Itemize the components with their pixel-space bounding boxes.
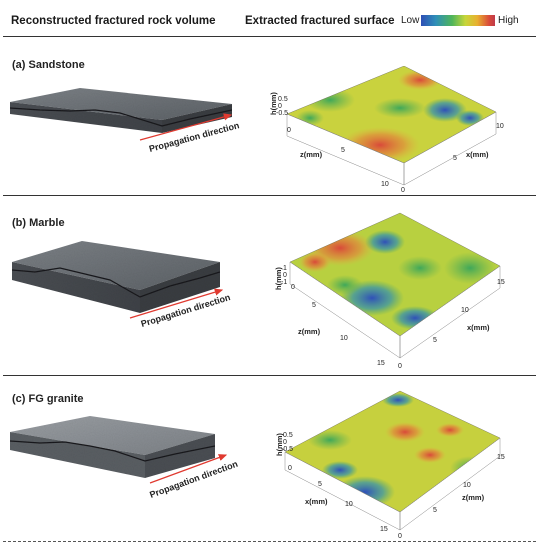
- panel-c: (c) FG granite Propagation direction: [9, 390, 505, 540]
- x-tick-a-2: 10: [496, 123, 504, 130]
- legend-low-label: Low: [401, 15, 420, 26]
- z-tick-c-2: 10: [463, 482, 471, 489]
- x-tick-c-3: 15: [380, 526, 388, 533]
- h-tick-a-1: 0: [278, 103, 282, 110]
- rock-volume-granite: [9, 416, 216, 478]
- x-tick-c-1: 5: [318, 481, 322, 488]
- z-axis-label-b: z(mm): [298, 327, 321, 336]
- fracture-surface-a: [286, 65, 497, 186]
- header-rule: [3, 36, 536, 37]
- rock-volume-marble: [11, 241, 221, 313]
- x-tick-b-3: 15: [497, 279, 505, 286]
- z-tick-c-1: 5: [433, 507, 437, 514]
- figure-header: Reconstructed fractured rock volume Extr…: [0, 0, 539, 40]
- x-tick-a-0: 0: [401, 187, 405, 194]
- fracture-surface-b: [289, 212, 501, 359]
- x-axis-label-a: x(mm): [466, 150, 489, 159]
- x-axis-label-b: x(mm): [467, 323, 490, 332]
- axes-c: h(mm) 0.5 0 -0.5 x(mm) 0 5 10 15 z(mm) 0…: [275, 432, 505, 540]
- h-tick-c-2: -0.5: [281, 446, 293, 453]
- x-tick-a-1: 5: [453, 155, 457, 162]
- h-tick-b-1: 0: [283, 272, 287, 279]
- axes-a: h(mm) 0.5 0 -0.5 z(mm) 0 5 10 x(mm) 0 5 …: [269, 92, 504, 194]
- z-tick-b-3: 15: [377, 360, 385, 367]
- bottom-rule: [3, 541, 536, 542]
- z-tick-a-0: 0: [287, 127, 291, 134]
- divider-rule-1: [3, 195, 536, 196]
- x-tick-b-0: 0: [398, 363, 402, 370]
- z-axis-label-c: z(mm): [462, 493, 485, 502]
- h-axis-label-a: h(mm): [269, 92, 278, 115]
- fracture-surface-c: [284, 390, 501, 531]
- z-tick-a-1: 5: [341, 147, 345, 154]
- divider-rule-2: [3, 375, 536, 376]
- x-tick-c-0: 0: [288, 465, 292, 472]
- h-tick-a-2: -0.5: [276, 110, 288, 117]
- x-tick-b-1: 5: [433, 337, 437, 344]
- legend-high-label: High: [498, 15, 519, 26]
- z-tick-a-2: 10: [381, 181, 389, 188]
- h-axis-label-c: h(mm): [275, 433, 284, 456]
- panel-c-title: (c) FG granite: [12, 393, 84, 405]
- x-tick-c-2: 10: [345, 501, 353, 508]
- h-tick-a-0: 0.5: [278, 96, 288, 103]
- z-tick-b-1: 5: [312, 302, 316, 309]
- panel-b-title: (b) Marble: [12, 217, 65, 229]
- panel-a: (a) Sandstone Propagation direction: [9, 59, 504, 194]
- rock-volume-sandstone: [9, 88, 233, 133]
- z-tick-c-0: 0: [398, 533, 402, 540]
- x-tick-b-2: 10: [461, 307, 469, 314]
- h-tick-b-0: 1: [283, 265, 287, 272]
- h-tick-b-2: -1: [281, 279, 287, 286]
- panel-a-title: (a) Sandstone: [12, 59, 85, 71]
- x-axis-label-c: x(mm): [305, 497, 328, 506]
- axes-b: h(mm) 1 0 -1 z(mm) 0 5 10 15 x(mm) 0 5 1…: [274, 265, 505, 370]
- h-tick-c-0: 0.5: [283, 432, 293, 439]
- z-tick-b-0: 0: [291, 284, 295, 291]
- z-tick-c-3: 15: [497, 454, 505, 461]
- color-scale-bar: [421, 15, 495, 26]
- h-axis-label-b: h(mm): [274, 267, 283, 290]
- left-column-title: Reconstructed fractured rock volume: [11, 15, 216, 27]
- h-tick-c-1: 0: [283, 439, 287, 446]
- z-axis-label-a: z(mm): [300, 150, 323, 159]
- panel-b: (b) Marble Propagation direction: [11, 212, 505, 370]
- right-column-title: Extracted fractured surface: [245, 15, 395, 27]
- z-tick-b-2: 10: [340, 335, 348, 342]
